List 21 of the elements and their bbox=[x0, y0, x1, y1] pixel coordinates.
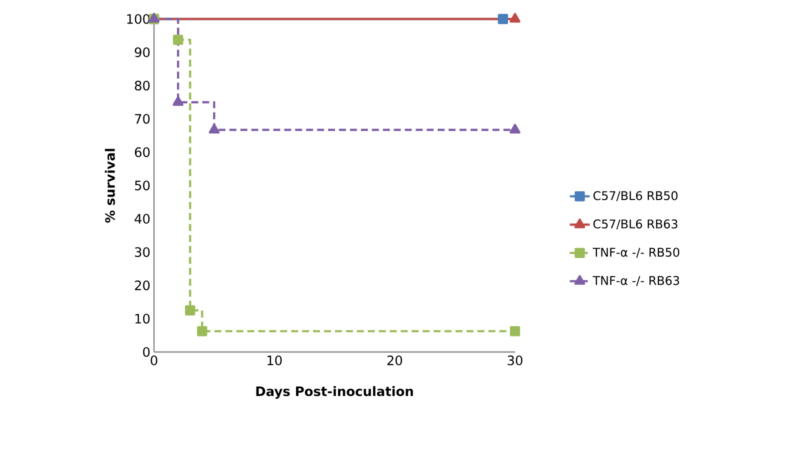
x-tick-label: 10 bbox=[268, 356, 282, 366]
y-axis-title: % survival bbox=[104, 148, 115, 223]
y-tick-label: 50 bbox=[135, 180, 150, 190]
y-tick-label: 40 bbox=[134, 214, 150, 224]
legend-label: TNF-α -/- RB63 bbox=[592, 276, 680, 286]
x-tick-label: 30 bbox=[508, 356, 522, 366]
y-tick-label: 90 bbox=[134, 47, 150, 58]
y-tick-label: 20 bbox=[134, 280, 150, 290]
x-axis-title: Days Post-inoculation bbox=[256, 386, 413, 399]
y-tick-label: 80 bbox=[134, 80, 150, 90]
legend-label: C57/BL6 RB63 bbox=[593, 219, 678, 230]
y-tick-label: 0 bbox=[143, 347, 150, 357]
x-tick-label: 0 bbox=[150, 356, 158, 366]
y-tick-label: 60 bbox=[134, 147, 150, 158]
y-tick-label: 30 bbox=[134, 247, 150, 257]
y-tick-label: 100 bbox=[127, 14, 150, 24]
legend-label: TNF-α -/- RB50 bbox=[592, 248, 680, 258]
legend-label: C57/BL6 RB50 bbox=[593, 191, 678, 202]
y-tick-label: 10 bbox=[135, 314, 150, 324]
y-tick-label: 70 bbox=[135, 114, 150, 124]
x-tick-label: 20 bbox=[387, 356, 402, 366]
